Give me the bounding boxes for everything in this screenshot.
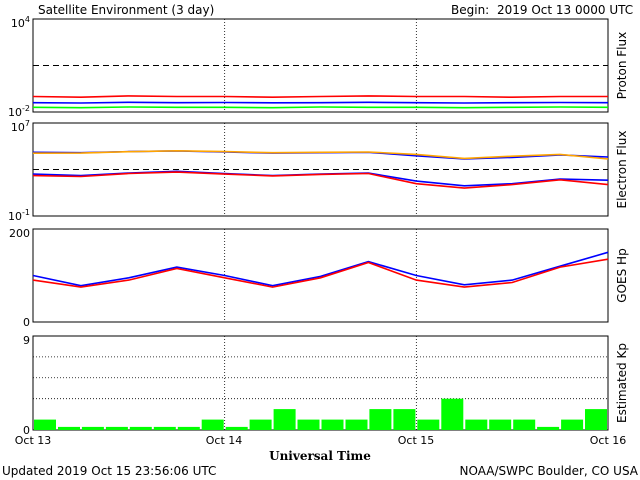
kp-bar bbox=[417, 419, 440, 430]
series-line-red bbox=[32, 95, 608, 99]
kp-bar bbox=[513, 419, 536, 430]
series-line-red bbox=[32, 258, 609, 288]
kp-bar bbox=[249, 419, 272, 430]
kp-bar bbox=[273, 409, 296, 430]
y-axis-label: GOES Hp bbox=[615, 248, 629, 302]
chart-title: Satellite Environment (3 day) bbox=[38, 3, 214, 17]
kp-bar bbox=[321, 419, 344, 430]
kp-bar bbox=[297, 419, 320, 430]
kp-bar bbox=[34, 419, 56, 430]
kp-bar bbox=[585, 409, 607, 430]
x-tick-oct16: Oct 16 bbox=[590, 434, 627, 447]
kp-bar bbox=[153, 426, 176, 430]
y-tick-top: 104 bbox=[11, 15, 30, 30]
credit-text: NOAA/SWPC Boulder, CO USA bbox=[460, 464, 639, 478]
panel-frame bbox=[32, 228, 609, 323]
begin-label: Begin: bbox=[451, 3, 489, 17]
kp-bar bbox=[225, 426, 248, 430]
panel-frame bbox=[32, 122, 609, 217]
x-tick-oct14: Oct 14 bbox=[206, 434, 243, 447]
y-axis-label: Estimated Kp bbox=[615, 343, 629, 423]
kp-bar bbox=[345, 419, 368, 430]
begin-value: 2019 Oct 13 0000 UTC bbox=[497, 3, 633, 17]
series-line-green bbox=[32, 106, 609, 109]
y-tick-bottom: 0 bbox=[23, 316, 30, 329]
y-axis-label: Proton Flux bbox=[615, 32, 629, 99]
panel-frame bbox=[32, 335, 609, 431]
y-tick-bottom: 10-1 bbox=[8, 208, 30, 223]
series-line-orange bbox=[32, 149, 609, 160]
series-line-red bbox=[32, 171, 609, 189]
kp-bar bbox=[393, 409, 416, 430]
kp-bar bbox=[177, 426, 200, 430]
kp-bar bbox=[561, 419, 584, 430]
series-line-blue bbox=[32, 251, 609, 287]
kp-bar bbox=[465, 419, 488, 430]
x-axis-label: Universal Time bbox=[269, 449, 371, 463]
y-tick-bottom: 0 bbox=[23, 424, 30, 437]
kp-bar bbox=[81, 426, 104, 430]
kp-bar bbox=[489, 419, 512, 430]
kp-bar bbox=[58, 426, 80, 430]
y-tick-top: 107 bbox=[11, 119, 30, 134]
y-tick-bottom: 10-2 bbox=[8, 104, 30, 119]
kp-bar bbox=[201, 419, 224, 430]
y-axis-label: Electron Flux bbox=[615, 131, 629, 209]
kp-bar bbox=[105, 426, 128, 430]
y-tick-top: 200 bbox=[9, 227, 30, 240]
panel-frame bbox=[32, 18, 609, 113]
panels: 104 10-2 Proton Flux 107 10-1 Electron Flux 20… bbox=[8, 15, 629, 437]
updated-timestamp: Updated 2019 Oct 15 23:56:06 UTC bbox=[2, 464, 216, 478]
x-tick-oct13: Oct 13 bbox=[15, 434, 52, 447]
y-tick-top: 9 bbox=[23, 334, 30, 347]
kp-bar bbox=[129, 426, 152, 430]
kp-bar bbox=[441, 398, 464, 430]
kp-bar bbox=[537, 426, 560, 430]
series-line-blue bbox=[32, 101, 609, 104]
kp-bar bbox=[369, 409, 392, 430]
x-tick-oct15: Oct 15 bbox=[398, 434, 435, 447]
